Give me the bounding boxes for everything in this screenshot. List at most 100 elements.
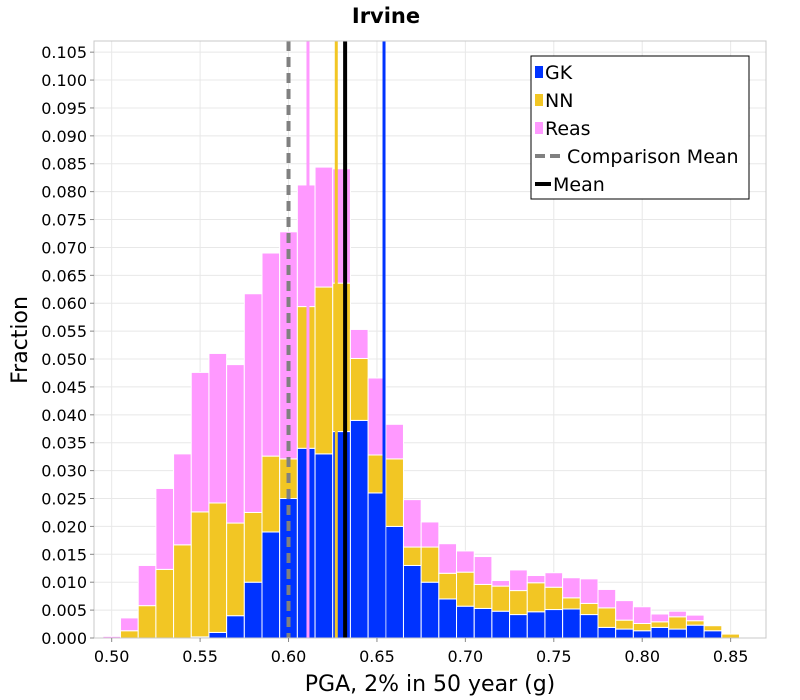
bar-nn	[385, 458, 404, 527]
y-tick-label: 0.100	[41, 71, 87, 90]
plot-border	[93, 40, 767, 639]
y-tick-label: 0.005	[41, 601, 87, 620]
bar-reas	[562, 577, 581, 599]
bar-gk	[562, 608, 581, 639]
bar-reas	[137, 564, 157, 607]
y-tick-label: 0.000	[41, 629, 87, 648]
bar-reas	[597, 588, 617, 609]
bar-reas	[173, 453, 192, 546]
legend-label: Reas	[545, 118, 591, 140]
bar-reas	[120, 617, 139, 632]
bar-nn	[243, 511, 263, 583]
bar-reas	[632, 606, 652, 624]
x-tick-label: 0.65	[359, 647, 395, 666]
bar-gk	[650, 626, 670, 639]
bar-nn	[137, 605, 157, 639]
x-axis: 0.50 0.55 0.60 0.65 0.70 0.75 0.80 0.85	[94, 638, 749, 666]
bar-nn	[438, 572, 458, 600]
bar-nn	[668, 616, 687, 630]
bar-gk	[385, 525, 404, 639]
histogram-bars	[102, 166, 740, 639]
bar-gk	[685, 624, 705, 639]
bar-reas	[296, 184, 316, 308]
bar-reas	[367, 377, 387, 456]
chart-title: Irvine	[352, 4, 420, 28]
y-tick-label: 0.085	[41, 155, 87, 174]
y-axis: 0.000 0.005 0.010 0.015 0.020 0.025 0.030 0.035…	[41, 43, 94, 648]
x-tick-label: 0.55	[182, 647, 218, 666]
bar-gk	[349, 419, 369, 639]
bar-gk	[544, 609, 564, 639]
legend-label: Comparison Mean	[567, 146, 739, 168]
bar-gk	[491, 610, 511, 639]
legend-box	[530, 55, 750, 200]
bar-reas	[544, 572, 564, 588]
bar-reas	[402, 499, 422, 548]
y-tick-label: 0.030	[41, 462, 87, 481]
bar-gk	[579, 614, 599, 639]
x-tick-label: 0.80	[624, 647, 660, 666]
y-tick-label: 0.060	[41, 294, 87, 313]
bar-gk	[668, 628, 687, 639]
bar-nn	[544, 586, 564, 611]
x-axis-label: PGA, 2% in 50 year (g)	[305, 672, 556, 697]
y-tick-label: 0.020	[41, 517, 87, 536]
bar-gk	[438, 598, 458, 639]
bar-reas	[650, 613, 670, 623]
y-axis-label: Fraction	[8, 296, 33, 384]
bar-reas	[438, 543, 458, 574]
bar-reas	[385, 423, 404, 460]
x-tick-label: 0.60	[271, 647, 307, 666]
y-tick-label: 0.035	[41, 434, 87, 453]
y-tick-label: 0.010	[41, 573, 87, 592]
y-tick-label: 0.025	[41, 490, 87, 509]
y-tick-label: 0.095	[41, 99, 87, 118]
bar-nn	[226, 522, 245, 617]
bar-nn	[685, 620, 705, 626]
bar-reas	[526, 575, 546, 584]
legend-label: GK	[545, 62, 573, 84]
bar-reas	[579, 578, 599, 604]
bar-reas	[190, 371, 210, 513]
y-tick-label: 0.080	[41, 183, 87, 202]
bar-nn	[261, 455, 281, 533]
y-tick-label: 0.040	[41, 406, 87, 425]
y-tick-label: 0.075	[41, 211, 87, 230]
bar-nn	[491, 585, 511, 612]
bar-reas	[261, 252, 281, 457]
mean-lines	[286, 41, 386, 638]
x-tick-label: 0.50	[94, 647, 130, 666]
bar-gk	[632, 630, 652, 639]
bar-nn	[208, 502, 228, 633]
bar-gk	[703, 630, 723, 639]
bar-gk	[615, 628, 634, 639]
y-tick-label: 0.105	[41, 43, 87, 62]
bar-reas	[456, 550, 475, 573]
bar-nn	[173, 544, 192, 639]
bar-nn	[456, 571, 475, 607]
bar-gk	[296, 447, 316, 639]
bar-gk	[420, 581, 440, 639]
bar-reas	[314, 166, 334, 288]
bar-reas	[226, 364, 245, 524]
x-tick-label: 0.85	[713, 647, 749, 666]
x-tick-label: 0.70	[448, 647, 484, 666]
bar-nn	[190, 511, 210, 638]
bar-nn	[632, 622, 652, 632]
y-tick-label: 0.065	[41, 266, 87, 285]
y-tick-label: 0.015	[41, 545, 87, 564]
bar-nn	[120, 630, 139, 639]
bar-reas	[668, 610, 687, 618]
bar-reas	[509, 569, 528, 592]
bar-gk	[261, 531, 281, 639]
bar-reas	[420, 521, 440, 548]
y-tick-label: 0.045	[41, 378, 87, 397]
bar-gk	[526, 611, 546, 639]
bar-nn	[509, 590, 528, 616]
bar-reas	[473, 556, 493, 585]
bar-gk	[597, 626, 617, 639]
bar-nn	[579, 602, 599, 616]
legend-label: Mean	[553, 174, 605, 196]
bar-reas	[349, 328, 369, 359]
